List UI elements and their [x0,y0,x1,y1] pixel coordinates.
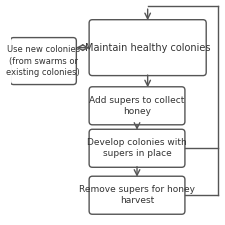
Text: Use new colonies
(from swarms or
existing colonies): Use new colonies (from swarms or existin… [7,45,80,77]
FancyBboxPatch shape [89,87,185,125]
Text: Add supers to collect
honey: Add supers to collect honey [89,96,185,116]
FancyBboxPatch shape [89,176,185,214]
FancyBboxPatch shape [10,38,76,85]
FancyBboxPatch shape [89,20,206,76]
Text: Develop colonies with
supers in place: Develop colonies with supers in place [87,138,187,158]
Text: Maintain healthy colonies: Maintain healthy colonies [85,43,210,53]
FancyBboxPatch shape [89,129,185,167]
Text: Remove supers for honey
harvest: Remove supers for honey harvest [79,185,195,205]
